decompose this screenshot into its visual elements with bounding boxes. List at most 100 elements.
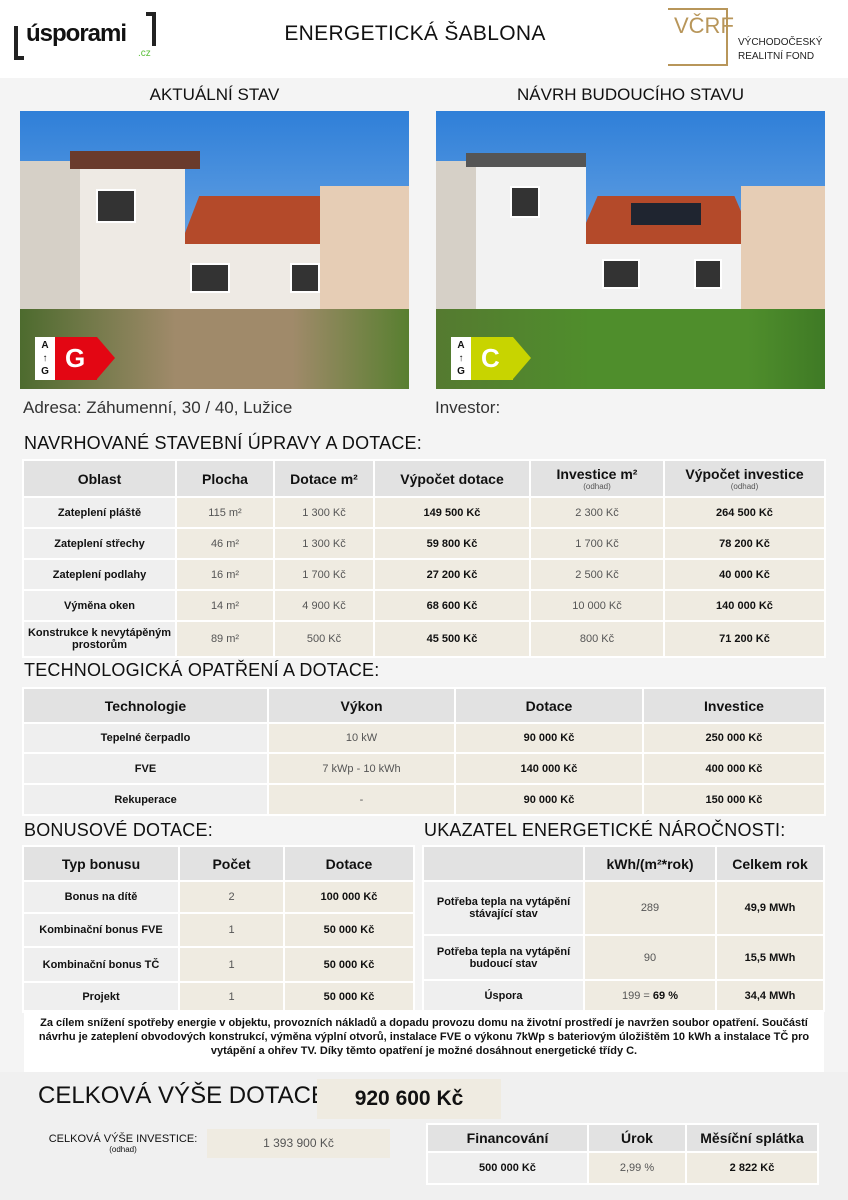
energy-heading: UKAZATEL ENERGETICKÉ NÁROČNOSTI: [424,820,786,840]
table-cell: 10 000 Kč [531,591,663,620]
column-header: Výpočet dotace [375,461,529,496]
vcrf-logo: VČRF [668,8,734,66]
table-row: Zateplení podlahy 16 m² 1 700 Kč 27 200 Kč 2… [24,560,824,589]
future-state-title: NÁVRH BUDOUCÍHO STAVU [516,85,744,104]
column-header: Výpočet investice (odhad) [665,461,824,496]
table-cell: 2 822 Kč [687,1153,817,1183]
table-cell: 15,5 MWh [717,936,823,979]
table-cell: 250 000 Kč [644,724,824,752]
bonus-table: Typ bonusu Počet Dotace Bonus na dítě 2 10… [22,845,415,1013]
total-investment-label: CELKOVÁ VÝŠE INVESTICE: (odhad) [48,1133,198,1154]
column-header: Měsíční splátka [687,1125,817,1151]
usporami-logo: úsporami .cz [14,12,156,60]
header: úsporami .cz ENERGETICKÁ ŠABLONA VČRF VÝ… [0,0,848,78]
column-header: Dotace [285,847,413,880]
table-cell: 1 [180,948,283,981]
table-cell: 2 500 Kč [531,560,663,589]
table-cell: 16 m² [177,560,273,589]
table-cell: 140 000 Kč [456,754,642,783]
technology-heading: TECHNOLOGICKÁ OPATŘENÍ A DOTACE: [24,660,380,680]
table-cell: Konstrukce k nevytápěným prostorům [24,622,175,656]
table-cell: Kombinační bonus FVE [24,914,178,946]
table-cell: Zateplení střechy [24,529,175,558]
table-cell: 45 500 Kč [375,622,529,656]
table-cell: 4 900 Kč [275,591,373,620]
column-header: Výkon [269,689,454,722]
table-row: Kombinační bonus TČ 1 50 000 Kč [24,948,413,981]
investor: Investor: [435,398,501,417]
column-header: Typ bonusu [24,847,178,880]
summary-paragraph: Za cílem snížení spotřeby energie v obje… [38,1017,810,1057]
table-cell: 46 m² [177,529,273,558]
table-cell: 149 500 Kč [375,498,529,527]
table-cell: - [269,785,454,814]
column-header: Úrok [589,1125,685,1151]
column-header: Investice m² (odhad) [531,461,663,496]
technology-table: Technologie Výkon Dotace Investice Tepel… [22,687,826,816]
table-cell: Rekuperace [24,785,267,814]
table-cell: 1 [180,983,283,1011]
table-cell: 2 [180,882,283,912]
table-cell: 7 kWp - 10 kWh [269,754,454,783]
table-cell: 289 [585,882,715,934]
table-cell: 59 800 Kč [375,529,529,558]
table-cell: 14 m² [177,591,273,620]
table-cell: 1 700 Kč [275,560,373,589]
table-row: Úspora 199 = 69 % 34,4 MWh [424,981,823,1010]
table-row: Potřeba tepla na vytápění budoucí stav 90… [424,936,823,979]
table-cell: Tepelné čerpadlo [24,724,267,752]
table-cell: 100 000 Kč [285,882,413,912]
table-cell: 1 300 Kč [275,529,373,558]
table-cell: FVE [24,754,267,783]
table-cell: 1 300 Kč [275,498,373,527]
table-cell: Úspora [424,981,583,1010]
table-cell: 199 = 69 % [585,981,715,1010]
total-investment-value: 1 393 900 Kč [207,1129,390,1158]
table-cell: 50 000 Kč [285,948,413,981]
table-cell: 68 600 Kč [375,591,529,620]
current-house-photo: A ↑ G G [20,111,409,389]
table-cell: 90 000 Kč [456,785,642,814]
energy-class-label: A ↑ G C [451,337,531,380]
column-header: Plocha [177,461,273,496]
table-cell: 27 200 Kč [375,560,529,589]
table-cell: Potřeba tepla na vytápění budoucí stav [424,936,583,979]
page-title: ENERGETICKÁ ŠABLONA [284,22,546,45]
table-cell: 150 000 Kč [644,785,824,814]
total-subsidy-label: CELKOVÁ VÝŠE DOTACE: [38,1082,334,1109]
table-cell: Potřeba tepla na vytápění stávající stav [424,882,583,934]
vcrf-logo-text: VÝCHODOČESKÝ REALITNÍ FOND [738,37,823,62]
table-cell: Bonus na dítě [24,882,178,912]
table-row: 500 000 Kč 2,99 % 2 822 Kč [428,1153,817,1183]
table-cell: 400 000 Kč [644,754,824,783]
column-header: Financování [428,1125,587,1151]
future-house-photo: A ↑ G C [436,111,825,389]
table-cell: 2 300 Kč [531,498,663,527]
table-cell: 90 000 Kč [456,724,642,752]
total-subsidy-value: 920 600 Kč [317,1079,501,1119]
column-header: Dotace m² [275,461,373,496]
table-row: Projekt 1 50 000 Kč [24,983,413,1011]
table-cell: 78 200 Kč [665,529,824,558]
table-cell: Projekt [24,983,178,1011]
table-cell: 49,9 MWh [717,882,823,934]
energy-table: kWh/(m²*rok) Celkem rok Potřeba tepla na… [422,845,825,1012]
table-cell: Zateplení podlahy [24,560,175,589]
current-state-title: AKTUÁLNÍ STAV [149,85,280,104]
table-row: Bonus na dítě 2 100 000 Kč [24,882,413,912]
table-row: Tepelné čerpadlo 10 kW 90 000 Kč 250 000 Kč [24,724,824,752]
table-cell: 34,4 MWh [717,981,823,1010]
address: Adresa: Záhumenní, 30 / 40, Lužice [23,398,293,417]
financing-table: Financování Úrok Měsíční splátka 500 000… [426,1123,819,1185]
table-cell: 800 Kč [531,622,663,656]
table-row: FVE 7 kWp - 10 kWh 140 000 Kč 400 000 Kč [24,754,824,783]
table-row: Zateplení pláště 115 m² 1 300 Kč 149 500 Kč… [24,498,824,527]
column-header: Technologie [24,689,267,722]
table-cell: 264 500 Kč [665,498,824,527]
table-row: Potřeba tepla na vytápění stávající stav… [424,882,823,934]
construction-table: Oblast Plocha Dotace m² Výpočet dotace I… [22,459,826,658]
table-cell: 1 700 Kč [531,529,663,558]
column-header: Celkem rok [717,847,823,880]
column-header: Investice [644,689,824,722]
table-cell: 140 000 Kč [665,591,824,620]
